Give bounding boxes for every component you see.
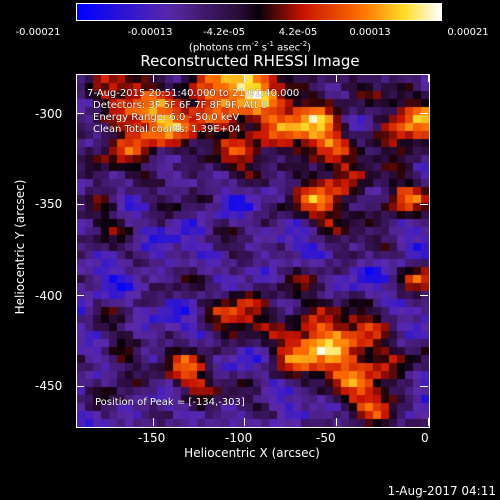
x-tick-label: -150	[138, 431, 166, 445]
plot-title: Reconstructed RHESSI Image	[140, 52, 360, 70]
colorbar-units: (photons cm-2 s-1 asec-2)	[188, 40, 312, 54]
annotation-method: Clean Total counts: 1.39E+04	[93, 124, 241, 135]
axis-tick	[420, 295, 428, 296]
annotation-energy: Energy Range: 6.0 - 50.0 keV	[93, 112, 240, 123]
image-plot-area: 7-Aug-2015 20:51:40.000 to 21:01:40.000 …	[76, 74, 430, 428]
x-axis-label: Heliocentric X (arcsec)	[184, 446, 320, 460]
colorbar-ticks: -0.00021 -0.00013 -4.2e-05 4.2e-05 0.000…	[0, 0, 500, 40]
axis-tick	[244, 418, 245, 426]
axis-tick	[428, 74, 429, 82]
heatmap-image	[77, 75, 429, 427]
colorbar-tick: -0.00021	[15, 27, 61, 38]
annotation-time: 7-Aug-2015 20:51:40.000 to 21:01:40.000	[87, 88, 300, 99]
colorbar-tick: 0.00021	[447, 27, 489, 38]
annotation-detectors: Detectors: 3F 5F 6F 7F 8F 9F, Att 0	[93, 100, 268, 111]
axis-tick	[76, 386, 84, 387]
colorbar-tick: -0.00013	[127, 27, 173, 38]
axis-tick	[153, 74, 154, 82]
axis-tick	[420, 204, 428, 205]
y-tick-label: -400	[35, 289, 63, 303]
footer-timestamp: 1-Aug-2017 04:11	[387, 484, 496, 498]
axis-tick	[244, 74, 245, 82]
axis-tick	[76, 113, 84, 114]
x-tick-label: -50	[316, 431, 336, 445]
axis-tick	[336, 418, 337, 426]
axis-tick	[76, 295, 84, 296]
y-tick-label: -350	[35, 197, 63, 211]
axis-tick	[153, 418, 154, 426]
axis-tick	[428, 418, 429, 426]
axis-tick	[420, 113, 428, 114]
y-axis-label: Heliocentric Y (arcsec)	[13, 179, 27, 315]
x-tick-label: -100	[225, 431, 253, 445]
y-tick-label: -450	[35, 379, 63, 393]
colorbar	[76, 3, 442, 21]
colorbar-tick: -4.2e-05	[203, 27, 245, 38]
y-tick-label: -300	[35, 107, 63, 121]
axis-tick	[336, 74, 337, 82]
axis-tick	[420, 386, 428, 387]
colorbar-tick: 4.2e-05	[278, 27, 318, 38]
x-tick-label: 0	[421, 431, 429, 445]
colorbar-tick: 0.00013	[349, 27, 391, 38]
axis-tick	[76, 204, 84, 205]
annotation-peak: Position of Peak = [-134,-303]	[95, 397, 245, 408]
